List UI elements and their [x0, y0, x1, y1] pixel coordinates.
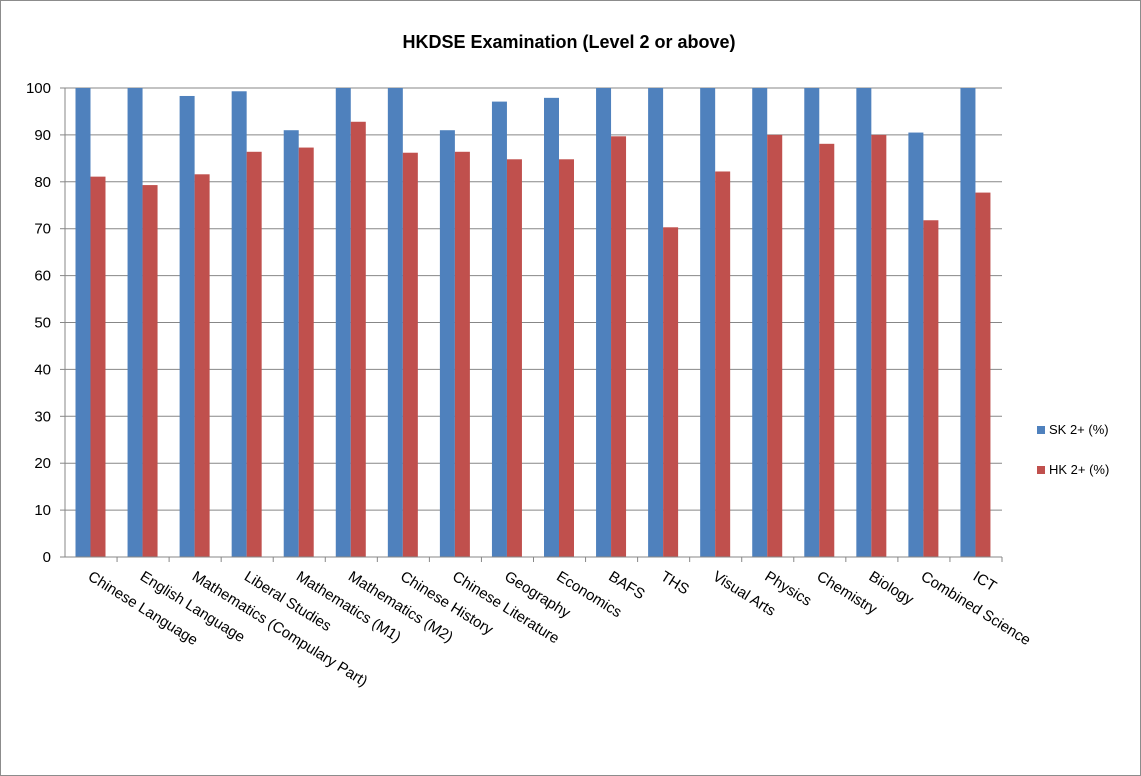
bar-sk	[179, 95, 195, 558]
chart-title: HKDSE Examination (Level 2 or above)	[402, 32, 735, 52]
bars	[75, 88, 991, 558]
bar-sk	[127, 88, 143, 557]
bar-sk	[596, 88, 612, 557]
bar-sk	[75, 88, 91, 557]
bar-sk	[648, 88, 664, 557]
bar-sk	[491, 101, 507, 557]
bar-sk	[283, 130, 299, 557]
bar-hk	[663, 227, 679, 557]
y-tick-label: 70	[34, 221, 51, 238]
bar-hk	[142, 185, 158, 557]
y-tick-label: 100	[26, 80, 51, 97]
x-tick-label: THS	[658, 568, 692, 598]
y-tick-label: 20	[34, 455, 51, 472]
bar-hk	[350, 121, 366, 557]
y-axis: 0 10 20 30 40 50 60 70 80 90 100	[26, 80, 66, 566]
legend-label: HK 2+ (%)	[1049, 462, 1109, 477]
bar-hk	[559, 159, 574, 557]
y-tick-label: 50	[34, 315, 51, 332]
bar-hk	[194, 174, 210, 557]
y-tick-label: 0	[43, 549, 51, 566]
bar-hk	[871, 134, 887, 557]
gridlines	[65, 87, 1002, 511]
y-tick-label: 90	[34, 127, 51, 144]
bar-sk	[700, 88, 716, 557]
bar-sk	[960, 88, 976, 557]
bar-sk	[804, 88, 820, 557]
bar-sk	[856, 88, 872, 557]
bar-hk	[767, 134, 783, 557]
bar-hk	[923, 220, 939, 557]
bar-hk	[975, 192, 991, 557]
legend: SK 2+ (%) HK 2+ (%)	[1037, 422, 1109, 477]
legend-swatch	[1037, 466, 1045, 474]
bar-hk	[506, 159, 522, 557]
bar-hk	[246, 151, 262, 557]
y-tick-label: 30	[34, 408, 51, 425]
bar-hk	[402, 152, 418, 558]
bar-sk	[335, 88, 351, 557]
bar-sk	[752, 88, 768, 557]
legend-swatch	[1037, 426, 1045, 434]
bar-sk	[544, 97, 559, 557]
bar-sk	[439, 130, 455, 557]
bar-hk	[90, 176, 106, 558]
x-tick-label: ICT	[970, 568, 1000, 595]
bar-hk	[819, 143, 835, 557]
bar-hk	[611, 136, 627, 557]
y-tick-label: 40	[34, 361, 51, 378]
bar-sk	[387, 88, 403, 557]
bar-hk	[298, 147, 314, 558]
y-tick-label: 60	[34, 268, 51, 285]
y-tick-label: 80	[34, 174, 51, 191]
bar-hk	[715, 171, 731, 557]
bar-sk	[231, 91, 247, 558]
legend-label: SK 2+ (%)	[1049, 422, 1109, 437]
bar-sk	[908, 132, 924, 557]
y-tick-label: 10	[34, 502, 51, 519]
bar-hk	[454, 151, 470, 557]
